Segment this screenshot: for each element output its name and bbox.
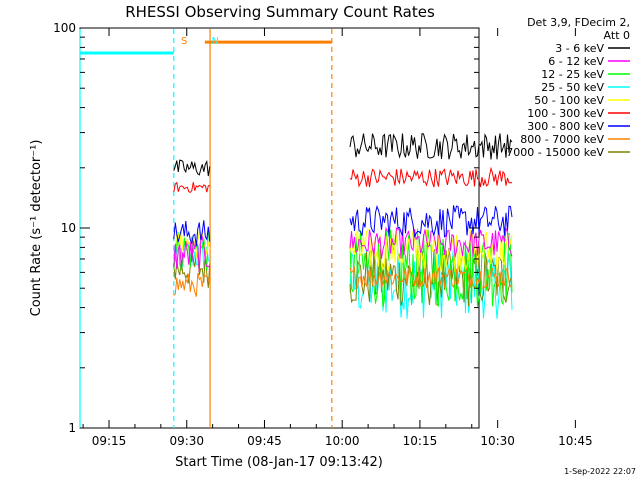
x-tick-label: 10:15 [403,434,438,448]
series-line [349,265,513,289]
series-line [349,205,513,239]
date-stamp: 1-Sep-2022 22:07 [564,467,636,476]
series-line [349,226,513,259]
x-tick-label: 09:30 [169,434,204,448]
legend-item-label: 100 - 300 keV [527,107,604,120]
y-tick-label: 1 [68,421,76,435]
x-axis-ticks: 09:15 09:30 09:45 10:00 10:15 10:30 10:45 [82,28,593,448]
x-tick-label: 09:45 [247,434,282,448]
status-flag-bars [80,40,332,55]
y-axis-ticks: 1 10 100 [53,21,479,435]
series-line [173,159,211,177]
x-tick-label: 10:45 [558,434,593,448]
series-line [349,228,513,308]
y-tick-label: 10 [61,221,76,235]
plot-border [79,27,480,429]
legend-item-label: 12 - 25 keV [541,68,604,81]
legend-item-label: 300 - 800 keV [527,120,604,133]
series-line [173,248,211,288]
y-axis-label: Count Rate (s⁻¹ detector⁻¹) [29,140,44,317]
x-tick-label: 10:00 [325,434,360,448]
legend-item-label: 6 - 12 keV [548,55,604,68]
legend-item-label: 7000 - 15000 keV [506,146,604,159]
x-tick-label: 09:15 [92,434,127,448]
status-marker: N [212,36,219,47]
legend-item-label: 3 - 6 keV [555,42,604,55]
series-line [349,166,513,188]
x-tick-label: 10:30 [480,434,515,448]
series-line [173,181,210,194]
plot-frame [79,27,480,429]
series-layer [173,133,513,319]
series-line [349,133,513,160]
series-line [173,220,211,247]
series-line [173,272,211,297]
legend-item-label: 50 - 100 keV [534,94,604,107]
legend-header-line2: Att 0 [604,29,630,42]
chart-title: RHESSI Observing Summary Count Rates [125,3,435,21]
y-tick-label: 100 [53,21,76,35]
legend-item-label: 800 - 7000 keV [520,133,604,146]
legend-header-line1: Det 3,9, FDecim 2, [527,16,630,29]
legend-item-label: 25 - 50 keV [541,81,604,94]
x-axis-label: Start Time (08-Jan-17 09:13:42) [175,455,383,470]
series-line [173,228,211,271]
series-line [173,235,211,272]
status-marker: S [181,36,187,47]
